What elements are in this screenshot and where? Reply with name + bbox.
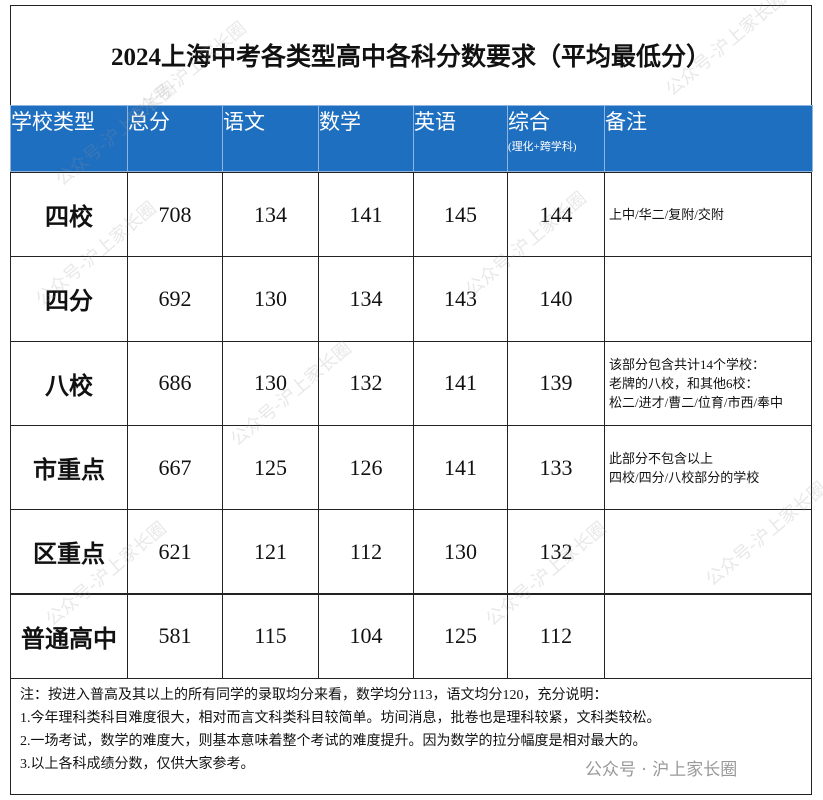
remark-lines: 该部分包含共计14个学校： 老牌的八校，和其他6校： 松二/进才/曹二/位育/市西/… xyxy=(609,355,783,412)
score-cell: 126 xyxy=(318,424,414,511)
header-text: 总分 xyxy=(128,110,170,134)
header-cell: 数学 xyxy=(318,105,414,172)
header-text: 备注 xyxy=(605,110,647,134)
score-cell: 115 xyxy=(222,593,319,679)
score-cell: 134 xyxy=(318,256,414,342)
score-cell: 145 xyxy=(413,172,508,258)
remark-cell xyxy=(604,593,812,679)
score-cell: 112 xyxy=(318,509,414,595)
score-cell: 667 xyxy=(127,424,223,511)
header-text: 语文 xyxy=(223,110,265,134)
header-cell: 学校类型 xyxy=(10,105,128,172)
remark-cell xyxy=(604,256,812,342)
header-cell: 备注 xyxy=(604,105,813,172)
score-cell: 140 xyxy=(507,256,605,342)
score-cell: 686 xyxy=(127,340,223,426)
remark-line: 该部分包含共计14个学校： xyxy=(609,356,766,372)
note-line: 3.以上各科成绩分数，仅供大家参考。 xyxy=(20,757,255,772)
score-cell: 121 xyxy=(222,509,319,595)
notes: 注：按进入普高及其以上的所有同学的录取均分来看，数学均分113，语文均分120，… xyxy=(20,684,810,776)
note-line: 2.一场考试，数学的难度大，则基本意味着整个考试的难度提升。因为数学的拉分幅度是… xyxy=(20,734,647,749)
remark-line: 此部分不包含以上 xyxy=(609,450,714,466)
title: 2024上海中考各类型高中各科分数要求（平均最低分） xyxy=(110,44,711,71)
remark-line: 松二/进才/曹二/位育/市西/奉中 xyxy=(609,394,784,410)
school-type: 市重点 xyxy=(10,424,128,511)
school-type: 八校 xyxy=(10,340,128,426)
note-line: 注：按进入普高及其以上的所有同学的录取均分来看，数学均分113，语文均分120，… xyxy=(20,688,608,703)
header-text: 综合 xyxy=(508,110,550,134)
score-cell: 141 xyxy=(413,340,508,426)
header-text: 英语 xyxy=(414,110,456,134)
score-cell: 692 xyxy=(127,256,223,342)
score-cell: 130 xyxy=(222,256,319,342)
remark-line: 老牌的八校，和其他6校： xyxy=(609,375,759,391)
school-type: 普通高中 xyxy=(10,593,128,679)
score-cell: 125 xyxy=(413,593,508,679)
score-cell: 130 xyxy=(413,509,508,595)
remark-line: 上中/华二/复附/交附 xyxy=(609,207,724,223)
header-cell: 英语 xyxy=(413,105,508,172)
remark-cell: 该部分包含共计14个学校： 老牌的八校，和其他6校： 松二/进才/曹二/位育/市西/… xyxy=(604,340,812,426)
header-text: 数学 xyxy=(319,110,361,134)
score-cell: 104 xyxy=(318,593,414,679)
remark-line: 四校/四分/八校部分的学校 xyxy=(609,469,760,485)
header-text: 学校类型 xyxy=(11,110,95,134)
remark-lines: 此部分不包含以上四校/四分/八校部分的学校 xyxy=(609,449,759,487)
score-cell: 134 xyxy=(222,172,319,258)
header-cell: 综合 (理化+跨学科) xyxy=(507,105,605,172)
score-cell: 139 xyxy=(507,340,605,426)
remark-cell: 此部分不包含以上四校/四分/八校部分的学校 xyxy=(604,424,812,511)
remark-lines: 上中/华二/复附/交附 xyxy=(609,205,724,224)
note-line: 1.今年理科类科目难度很大，相对而言文科类科目较简单。坊间消息，批卷也是理科较紧… xyxy=(20,711,661,726)
score-cell: 141 xyxy=(413,424,508,511)
score-cell: 581 xyxy=(127,593,223,679)
score-cell: 133 xyxy=(507,424,605,511)
footer-watermark: 公众号 · 沪上家长圈 xyxy=(585,760,738,780)
header-cell: 语文 xyxy=(222,105,319,172)
score-cell: 141 xyxy=(318,172,414,258)
header-sub: (理化+跨学科) xyxy=(508,141,577,153)
remark-cell: 上中/华二/复附/交附 xyxy=(604,172,812,258)
